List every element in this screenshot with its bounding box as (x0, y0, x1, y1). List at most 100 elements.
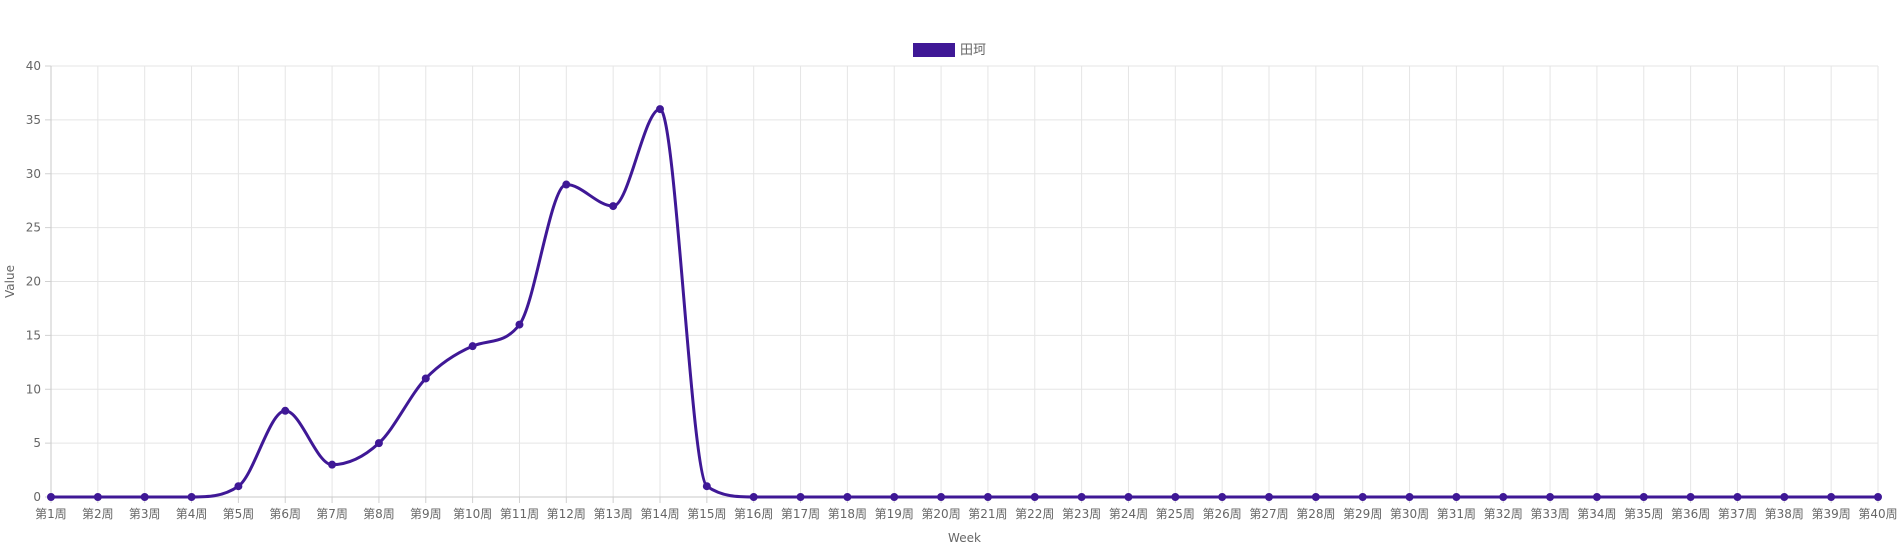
x-tick-label: 第7周 (316, 507, 348, 521)
x-tick-label: 第18周 (828, 507, 867, 521)
x-tick-label: 第2周 (82, 507, 114, 521)
x-tick-label: 第30周 (1390, 507, 1429, 521)
y-tick-label: 5 (33, 436, 41, 450)
data-point[interactable] (1733, 493, 1742, 501)
x-tick-label: 第24周 (1109, 507, 1148, 521)
y-tick-label: 25 (26, 221, 41, 235)
data-point[interactable] (609, 202, 618, 211)
x-tick-label: 第3周 (129, 507, 161, 521)
x-tick-label: 第16周 (734, 507, 773, 521)
x-tick-label: 第40周 (1858, 507, 1897, 521)
data-point[interactable] (656, 105, 664, 114)
data-point[interactable] (1265, 493, 1273, 501)
x-tick-label: 第19周 (875, 507, 914, 521)
y-tick-label: 15 (26, 328, 41, 342)
x-tick-label: 第37周 (1718, 507, 1757, 521)
data-point[interactable] (234, 482, 243, 491)
x-tick-label: 第22周 (1015, 507, 1054, 521)
data-point[interactable] (140, 493, 149, 501)
data-point[interactable] (749, 493, 758, 501)
x-tick-label: 第35周 (1624, 507, 1663, 521)
legend[interactable]: 田珂 (913, 43, 986, 58)
data-point[interactable] (1077, 493, 1086, 501)
x-tick-label: 第39周 (1812, 507, 1851, 521)
grid (50, 65, 1879, 498)
x-tick-label: 第12周 (547, 507, 586, 521)
data-point[interactable] (1405, 493, 1414, 501)
x-tick-label: 第1周 (35, 507, 67, 521)
series-line (49, 107, 1880, 499)
x-tick-label: 第27周 (1249, 507, 1288, 521)
data-point[interactable] (421, 374, 430, 383)
x-axis-ticks: 第1周 第2周 第3周 第4周 第5周 第6周 第7周 第8周 第9周 第10周 第11周 第12周第… (35, 497, 1898, 521)
y-axis-title: Value (3, 265, 17, 298)
x-tick-label: 第33周 (1530, 507, 1569, 521)
data-point[interactable] (1827, 493, 1836, 501)
x-tick-label: 第29周 (1343, 507, 1382, 521)
data-point[interactable] (983, 493, 992, 501)
data-point[interactable] (1546, 493, 1555, 501)
x-tick-label: 第32周 (1484, 507, 1523, 521)
x-tick-label: 第10周 (453, 507, 492, 521)
legend-label[interactable]: 田珂 (960, 43, 986, 58)
data-point[interactable] (468, 342, 477, 351)
data-point[interactable] (515, 320, 524, 329)
x-tick-label: 第6周 (269, 507, 301, 521)
data-point[interactable] (1686, 493, 1695, 501)
x-tick-label: 第8周 (363, 507, 395, 521)
data-point[interactable] (1780, 493, 1789, 501)
y-tick-label: 20 (26, 275, 41, 289)
y-tick-label: 30 (26, 167, 41, 181)
x-tick-label: 第26周 (1203, 507, 1242, 521)
data-point[interactable] (1592, 493, 1601, 501)
x-tick-label: 第4周 (176, 507, 208, 521)
x-tick-label: 第15周 (687, 507, 726, 521)
data-point[interactable] (1171, 493, 1180, 501)
data-point[interactable] (562, 180, 571, 189)
y-tick-label: 35 (26, 113, 41, 127)
data-point[interactable] (1311, 493, 1320, 501)
data-point[interactable] (1499, 493, 1508, 501)
x-tick-label: 第5周 (223, 507, 255, 521)
data-point[interactable] (281, 406, 290, 415)
data-point[interactable] (702, 482, 711, 491)
data-point[interactable] (1639, 493, 1648, 501)
data-point[interactable] (187, 493, 196, 501)
data-point[interactable] (843, 493, 852, 501)
data-point[interactable] (1358, 493, 1367, 501)
x-tick-label: 第17周 (781, 507, 820, 521)
x-tick-label: 第31周 (1437, 507, 1476, 521)
y-tick-label: 40 (26, 59, 41, 73)
data-point[interactable] (1218, 493, 1227, 501)
data-point[interactable] (93, 493, 102, 501)
x-tick-label: 第11周 (500, 507, 539, 521)
data-point[interactable] (328, 460, 337, 469)
legend-swatch[interactable] (913, 43, 955, 57)
data-point[interactable] (47, 493, 55, 501)
data-point[interactable] (890, 493, 899, 501)
x-tick-label: 第13周 (594, 507, 633, 521)
x-tick-label: 第23周 (1062, 507, 1101, 521)
data-point[interactable] (1124, 493, 1133, 501)
x-tick-label: 第38周 (1765, 507, 1804, 521)
x-tick-label: 第14周 (640, 507, 679, 521)
x-tick-label: 第25周 (1156, 507, 1195, 521)
data-point[interactable] (1452, 493, 1461, 501)
data-point[interactable] (937, 493, 946, 501)
x-tick-label: 第28周 (1296, 507, 1335, 521)
x-tick-label: 第36周 (1671, 507, 1710, 521)
x-tick-label: 第9周 (410, 507, 442, 521)
data-point[interactable] (1030, 493, 1039, 501)
x-tick-label: 第21周 (968, 507, 1007, 521)
data-point[interactable] (796, 493, 805, 501)
data-point[interactable] (374, 439, 383, 448)
y-axis-ticks: 0 5 10 15 20 25 30 35 40 (26, 59, 51, 504)
y-tick-label: 0 (33, 490, 41, 504)
x-axis-title: Week (948, 531, 981, 545)
y-tick-label: 10 (26, 382, 41, 396)
x-tick-label: 第34周 (1577, 507, 1616, 521)
data-point[interactable] (1874, 493, 1882, 501)
series (47, 105, 1882, 501)
